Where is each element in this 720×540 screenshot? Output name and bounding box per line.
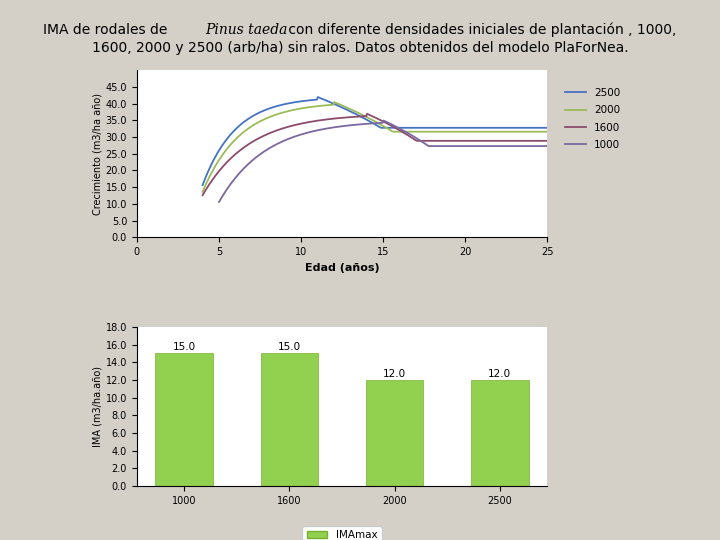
Text: 12.0: 12.0 [488, 369, 511, 379]
1600 [354, 113, 363, 120]
Legend: 2500, 2000, 1600, 1000: 2500, 2000, 1600, 1000 [561, 84, 624, 154]
1600 [533, 138, 541, 144]
X-axis label: Edad (años): Edad (años) [305, 262, 379, 273]
Bar [261, 354, 318, 486]
2000 [377, 122, 385, 128]
1600 [469, 138, 477, 144]
Text: 15.0: 15.0 [173, 342, 196, 352]
Line: 1000: 1000 [219, 120, 547, 202]
2500 [354, 112, 363, 119]
Line: 2500: 2500 [202, 97, 547, 185]
1000 [377, 120, 385, 126]
2000 [330, 99, 338, 105]
Bar [156, 354, 213, 486]
Text: 15.0: 15.0 [278, 342, 301, 352]
1000 [543, 143, 552, 149]
1000 [533, 143, 541, 149]
2000 [533, 129, 541, 135]
Text: Pinus taeda: Pinus taeda [205, 23, 287, 37]
Legend: IMAmax: IMAmax [302, 526, 382, 540]
2000 [354, 110, 363, 117]
1000 [469, 143, 477, 149]
Text: con diferente densidades iniciales de plantación , 1000,: con diferente densidades iniciales de pl… [284, 23, 677, 37]
2500 [328, 99, 336, 106]
2500 [469, 125, 477, 131]
Bar [366, 380, 423, 486]
Line: 2000: 2000 [202, 102, 547, 192]
Text: 12.0: 12.0 [383, 369, 406, 379]
2000 [328, 102, 336, 108]
1600 [377, 117, 385, 124]
2000 [543, 129, 552, 135]
1600 [330, 116, 338, 122]
1600 [328, 116, 336, 122]
2000 [469, 129, 477, 135]
2500 [543, 125, 552, 131]
Text: 1600, 2000 y 2500 (arb/ha) sin ralos. Datos obtenidos del modelo PlaForNea.: 1600, 2000 y 2500 (arb/ha) sin ralos. Da… [91, 40, 629, 55]
Line: 1600: 1600 [202, 114, 547, 195]
2500 [533, 125, 541, 131]
Y-axis label: IMA (m3/ha.año): IMA (m3/ha.año) [93, 366, 103, 447]
Text: IMA de rodales de: IMA de rodales de [43, 23, 172, 37]
2500 [330, 100, 338, 107]
Bar [471, 380, 528, 486]
2500 [377, 125, 385, 131]
1600 [543, 138, 552, 144]
1000 [328, 124, 336, 131]
1000 [354, 121, 363, 127]
Y-axis label: Crecimiento (m3/ha año): Crecimiento (m3/ha año) [93, 93, 103, 215]
1000 [330, 124, 338, 131]
